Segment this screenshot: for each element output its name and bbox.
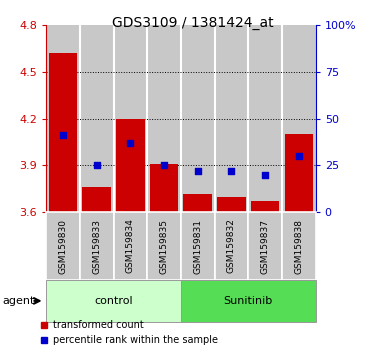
Bar: [46, 212, 80, 280]
Bar: [184, 194, 212, 212]
Text: GDS3109 / 1381424_at: GDS3109 / 1381424_at: [112, 16, 273, 30]
Text: control: control: [94, 296, 133, 306]
Point: [228, 168, 234, 174]
Text: GSM159831: GSM159831: [193, 218, 202, 274]
Text: GSM159832: GSM159832: [227, 218, 236, 274]
Text: GSM159830: GSM159830: [59, 218, 67, 274]
Point: [127, 140, 134, 146]
Text: GSM159838: GSM159838: [295, 218, 303, 274]
Point: [296, 153, 302, 159]
Text: GSM159837: GSM159837: [261, 218, 270, 274]
Bar: [80, 212, 114, 280]
Text: GSM159833: GSM159833: [92, 218, 101, 274]
Point: [161, 162, 167, 168]
Bar: [181, 212, 215, 280]
Bar: [282, 25, 316, 212]
Text: GSM159835: GSM159835: [160, 218, 169, 274]
Point: [195, 168, 201, 174]
Bar: [248, 25, 282, 212]
Text: Sunitinib: Sunitinib: [224, 296, 273, 306]
Text: GSM159834: GSM159834: [126, 218, 135, 274]
Bar: [49, 53, 77, 212]
Bar: [46, 25, 80, 212]
Bar: [181, 280, 316, 322]
Text: agent: agent: [2, 296, 34, 306]
Bar: [147, 25, 181, 212]
Legend: transformed count, percentile rank within the sample: transformed count, percentile rank withi…: [36, 316, 222, 349]
Bar: [181, 25, 215, 212]
Bar: [82, 187, 111, 212]
Point: [262, 172, 268, 178]
Bar: [46, 280, 181, 322]
Bar: [116, 119, 145, 212]
Bar: [114, 25, 147, 212]
Bar: [215, 212, 248, 280]
Bar: [251, 201, 280, 212]
Bar: [215, 25, 248, 212]
Bar: [147, 212, 181, 280]
Bar: [114, 212, 147, 280]
Bar: [285, 134, 313, 212]
Bar: [282, 212, 316, 280]
Bar: [217, 197, 246, 212]
Bar: [150, 164, 178, 212]
Bar: [80, 25, 114, 212]
Point: [94, 162, 100, 168]
Point: [60, 133, 66, 138]
Bar: [248, 212, 282, 280]
